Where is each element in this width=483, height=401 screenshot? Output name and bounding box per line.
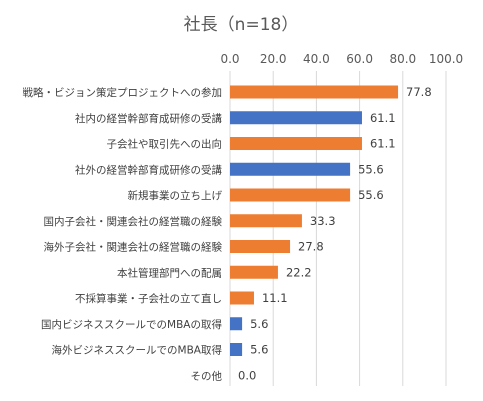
data-label: 27.8 (298, 240, 324, 254)
category-label: 国内ビジネススクールでのMBAの取得 (41, 318, 222, 331)
bar (230, 343, 243, 356)
x-tick-label: 0.0 (220, 52, 239, 66)
category-label: 海外子会社・関連会社の経営職の経験 (44, 241, 223, 254)
x-tick-label: 40.0 (303, 52, 330, 66)
category-label: 国内子会社・関連会社の経営職の経験 (44, 215, 223, 228)
bar (230, 111, 362, 125)
bar (230, 214, 302, 228)
category-label: 戦略・ビジョン策定プロジェクトへの参加 (23, 86, 223, 99)
data-labels: 77.8 61.1 61.1 55.6 55.6 33.3 27.8 22.2 11.1 5.6 5… (238, 85, 432, 382)
bar (230, 162, 351, 176)
x-tick-label: 80.0 (389, 52, 416, 66)
category-label: 子会社や取引先への出向 (107, 138, 223, 151)
bars (230, 85, 399, 356)
category-label: 社内の経営幹部育成研修の受講 (75, 112, 222, 125)
x-axis-ticks: 0.0 20.0 40.0 60.0 80.0 100.0 (220, 52, 463, 66)
bar (230, 85, 399, 99)
data-label: 22.2 (286, 265, 312, 279)
bar (230, 240, 291, 253)
x-tick-label: 20.0 (260, 52, 287, 66)
x-tick-label: 60.0 (346, 52, 373, 66)
data-label: 0.0 (238, 368, 256, 382)
data-label: 61.1 (370, 111, 396, 125)
category-label: 新規事業の立ち上げ (128, 189, 223, 202)
chart-title: 社長（n=18） (184, 15, 299, 35)
bar (230, 291, 254, 305)
data-label: 77.8 (406, 85, 432, 99)
data-label: 5.6 (250, 317, 268, 331)
category-label: 不採算事業・子会社の立て直し (75, 292, 222, 305)
bar (230, 137, 362, 150)
data-label: 33.3 (310, 214, 336, 228)
data-label: 11.1 (262, 291, 288, 305)
bar (230, 188, 351, 202)
data-label: 55.6 (358, 188, 384, 202)
data-label: 5.6 (250, 343, 268, 357)
category-label: その他 (191, 369, 223, 382)
data-label: 61.1 (370, 137, 396, 151)
x-tick-label: 100.0 (429, 52, 463, 66)
data-label: 55.6 (358, 162, 384, 176)
bar (230, 265, 278, 279)
category-labels: 戦略・ビジョン策定プロジェクトへの参加社内の経営幹部育成研修の受講子会社や取引先… (23, 86, 223, 382)
category-label: 本社管理部門への配属 (117, 266, 222, 279)
category-label: 社外の経営幹部育成研修の受講 (75, 163, 222, 176)
bar (230, 317, 243, 331)
category-label: 海外ビジネススクールでのMBA取得 (52, 344, 222, 357)
